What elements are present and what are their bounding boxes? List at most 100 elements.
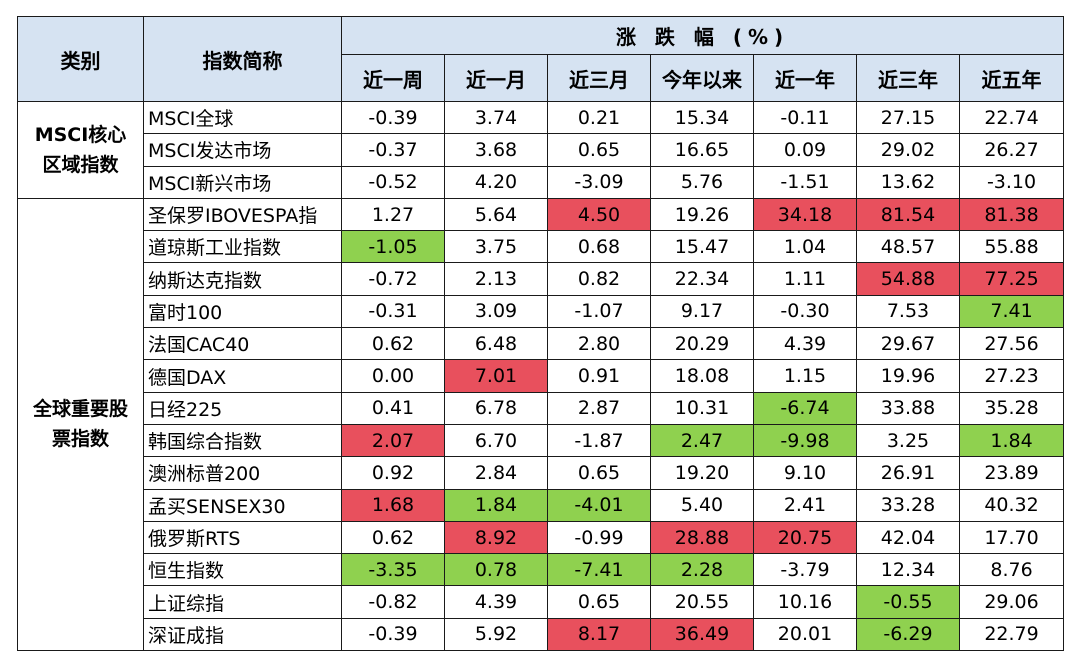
value-cell: 0.00 [341, 359, 445, 393]
value-cell: 29.02 [856, 133, 960, 167]
table-row: MSCI发达市场 -0.37 3.68 0.65 16.65 0.09 29.02 26.27 [18, 133, 1065, 167]
index-name-cell: 日经225 [143, 391, 342, 425]
value-cell: 5.76 [650, 165, 754, 199]
table-row: MSCI核心 区域指数 MSCI全球 -0.39 3.74 0.21 15.34 -0.11 2… [17, 100, 1065, 199]
value-cell: 55.88 [958, 230, 1065, 264]
index-performance-table-container: 类别 指数简称 涨 跌 幅 (%) 近一周 近一月 近三月 今年以来 近一年 近… [17, 16, 1065, 652]
index-name-cell: 澳洲标普200 [143, 456, 342, 490]
table-row: 纳斯达克指数 -0.72 2.13 0.82 22.34 1.11 54.88 77.25 [18, 262, 1065, 296]
value-cell: 1.04 [753, 230, 857, 264]
category-label-line: 全球重要股 [32, 398, 128, 421]
value-cell-highlight-down: 1.84 [958, 423, 1065, 458]
period-header: 近一周 [341, 54, 445, 102]
value-cell: 20.29 [650, 327, 754, 361]
value-cell: 29.67 [856, 327, 960, 361]
value-cell: 12.34 [856, 553, 960, 587]
table-row: 全球重要股 票指数 圣保罗IBOVESPA指 1.27 5.64 4.50 19.26 34.… [17, 197, 1065, 652]
value-cell: -3.79 [753, 553, 857, 587]
index-name-cell: 圣保罗IBOVESPA指 [143, 197, 342, 232]
table-row: 上证综指 -0.82 4.39 0.65 20.55 10.16 -0.55 29.06 [18, 585, 1065, 619]
value-cell: 1.15 [753, 359, 857, 393]
value-cell-highlight-down: 2.28 [650, 553, 754, 587]
table-body: MSCI核心 区域指数 MSCI全球 -0.39 3.74 0.21 15.34 -0.11 2… [17, 100, 1065, 652]
value-cell: 16.65 [650, 133, 754, 167]
value-cell-highlight-up: 4.50 [547, 197, 651, 232]
value-cell: 9.10 [753, 456, 857, 490]
value-cell-highlight-up: 81.38 [958, 197, 1065, 232]
value-cell: -0.99 [547, 520, 651, 555]
value-cell: 4.20 [444, 165, 548, 199]
period-header: 近一月 [444, 54, 548, 102]
value-cell: 22.79 [958, 617, 1065, 652]
value-cell: 22.34 [650, 262, 754, 296]
value-cell: 42.04 [856, 520, 960, 555]
value-cell: 0.65 [547, 585, 651, 619]
value-cell: -3.09 [547, 165, 651, 199]
value-cell: -0.30 [753, 294, 857, 329]
index-name-cell: 富时100 [143, 294, 342, 329]
value-cell: 0.92 [341, 456, 445, 490]
value-cell: -1.87 [547, 423, 651, 458]
value-cell-highlight-up: 34.18 [753, 197, 857, 232]
category-cell-msci: MSCI核心 区域指数 [17, 101, 144, 199]
value-cell: 1.27 [341, 197, 445, 232]
value-cell-highlight-up: 8.17 [547, 617, 651, 652]
value-cell-highlight-down: -0.55 [856, 585, 960, 619]
value-cell: -0.31 [341, 294, 445, 329]
value-cell-highlight-down: -3.35 [341, 553, 445, 587]
table-row: 恒生指数 -3.35 0.78 -7.41 2.28 -3.79 12.34 8.76 [18, 553, 1065, 587]
index-name-cell: MSCI发达市场 [143, 133, 342, 167]
value-cell: 5.40 [650, 488, 754, 522]
value-cell: 18.08 [650, 359, 754, 393]
value-cell: -3.10 [958, 165, 1065, 199]
value-cell: 8.76 [958, 553, 1065, 587]
value-cell: -0.39 [341, 617, 445, 652]
value-cell: 33.88 [856, 391, 960, 425]
table-row: 孟买SENSEX30 1.68 1.84 -4.01 5.40 2.41 33.28 40.3… [18, 488, 1065, 522]
period-header: 近三年 [856, 54, 960, 102]
value-cell: -0.39 [341, 100, 445, 135]
category-header: 类别 [17, 16, 144, 102]
value-cell: -0.82 [341, 585, 445, 619]
value-cell: 15.34 [650, 100, 754, 135]
index-name-cell: 韩国综合指数 [143, 423, 342, 458]
table-row: 法国CAC40 0.62 6.48 2.80 20.29 4.39 29.67 27.56 [18, 327, 1065, 361]
table-row: 日经225 0.41 6.78 2.87 10.31 -6.74 33.88 35.28 [18, 391, 1065, 425]
value-cell: 5.64 [444, 197, 548, 232]
table-row: 德国DAX 0.00 7.01 0.91 18.08 1.15 19.96 27.23 [18, 359, 1065, 393]
value-cell: 26.91 [856, 456, 960, 490]
value-cell: 6.48 [444, 327, 548, 361]
index-name-header: 指数简称 [143, 16, 342, 102]
value-cell: 3.75 [444, 230, 548, 264]
index-name-cell: MSCI新兴市场 [143, 165, 342, 199]
value-cell: 13.62 [856, 165, 960, 199]
period-header: 近三月 [547, 54, 651, 102]
value-cell: 48.57 [856, 230, 960, 264]
value-cell: 0.65 [547, 456, 651, 490]
value-cell: 19.20 [650, 456, 754, 490]
value-cell-highlight-down: -7.41 [547, 553, 651, 587]
value-cell: 0.65 [547, 133, 651, 167]
value-cell: 15.47 [650, 230, 754, 264]
value-cell-highlight-up: 54.88 [856, 262, 960, 296]
value-cell-highlight-up: 20.75 [753, 520, 857, 555]
value-cell: -1.07 [547, 294, 651, 329]
value-cell: 10.16 [753, 585, 857, 619]
value-cell: 19.96 [856, 359, 960, 393]
value-cell-highlight-up: 2.07 [341, 423, 445, 458]
value-cell: 9.17 [650, 294, 754, 329]
value-cell-highlight-up: 7.01 [444, 359, 548, 393]
value-cell: 5.92 [444, 617, 548, 652]
value-cell: 0.91 [547, 359, 651, 393]
table-row: 道琼斯工业指数 -1.05 3.75 0.68 15.47 1.04 48.57 55.88 [18, 230, 1065, 264]
value-cell: 7.53 [856, 294, 960, 329]
period-header: 今年以来 [650, 54, 754, 102]
value-cell: 20.55 [650, 585, 754, 619]
value-cell: 19.26 [650, 197, 754, 232]
value-cell: 33.28 [856, 488, 960, 522]
value-cell: 20.01 [753, 617, 857, 652]
value-cell-highlight-up: 28.88 [650, 520, 754, 555]
index-name-cell: MSCI全球 [143, 100, 342, 135]
value-cell: 4.39 [753, 327, 857, 361]
category-label-line: MSCI核心 [34, 123, 127, 146]
